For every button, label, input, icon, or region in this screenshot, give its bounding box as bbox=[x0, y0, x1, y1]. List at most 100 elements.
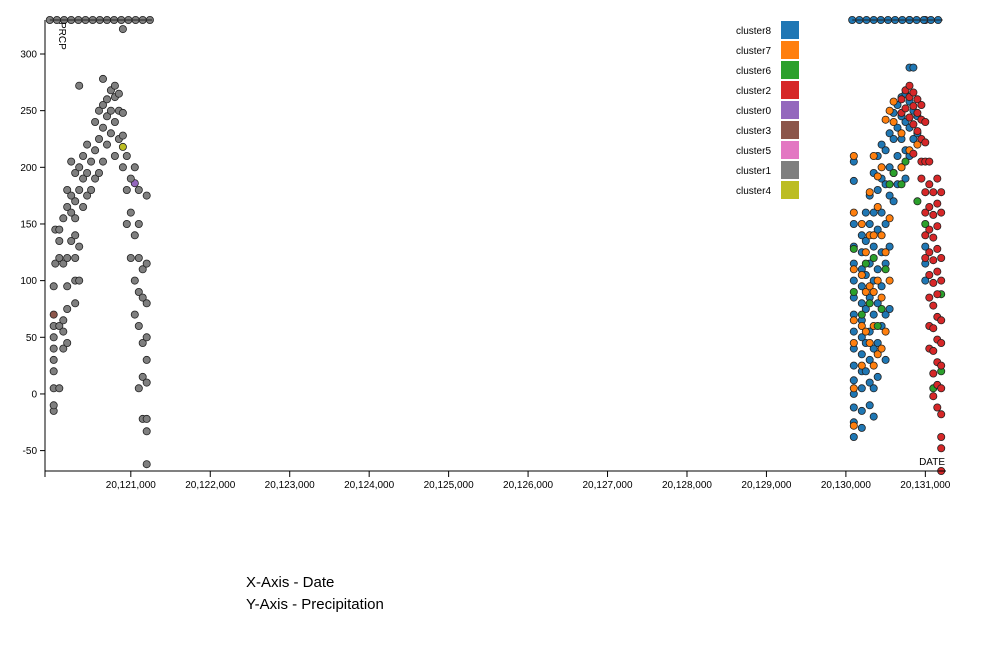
point-cluster2-29 bbox=[925, 270, 934, 279]
point-cluster1-42 bbox=[75, 81, 84, 90]
point-cluster6-0 bbox=[849, 287, 858, 296]
point-cluster2-25 bbox=[925, 180, 934, 189]
point-cluster7-32 bbox=[881, 248, 890, 257]
point-cluster1-97 bbox=[138, 265, 147, 274]
point-cluster8-50 bbox=[873, 372, 882, 381]
point-cluster2-11 bbox=[913, 108, 922, 117]
legend-label-cluster2: cluster2 bbox=[736, 86, 771, 97]
point-cluster1-44 bbox=[79, 174, 88, 183]
point-cluster2-39 bbox=[929, 324, 938, 333]
point-cluster8-66 bbox=[881, 219, 890, 228]
point-cluster8-36 bbox=[865, 355, 874, 364]
point-cluster8-2 bbox=[849, 403, 858, 412]
point-cluster2-22 bbox=[921, 231, 930, 240]
point-cluster1-16 bbox=[59, 344, 68, 353]
point-cluster6-13 bbox=[913, 197, 922, 206]
legend-label-cluster3: cluster3 bbox=[736, 126, 771, 137]
point-cluster1-52 bbox=[91, 146, 100, 155]
point-cluster8-44 bbox=[869, 344, 878, 353]
point-cluster1-29 bbox=[67, 191, 76, 200]
point-cluster1-59 bbox=[99, 101, 108, 110]
point-cluster1-63 bbox=[103, 95, 112, 104]
point-cluster8-99 bbox=[921, 242, 930, 251]
point-cluster2-38 bbox=[929, 301, 938, 310]
point-cluster1-101 bbox=[142, 378, 151, 387]
point-cluster8-40 bbox=[865, 219, 874, 228]
point-cluster8-16 bbox=[857, 423, 866, 432]
point-cluster1-11 bbox=[55, 384, 64, 393]
point-cluster8-54 bbox=[873, 225, 882, 234]
point-cluster8-70 bbox=[885, 242, 894, 251]
point-cluster1-19 bbox=[59, 259, 68, 268]
point-cluster1-37 bbox=[71, 168, 80, 177]
point-cluster1-92 bbox=[134, 219, 143, 228]
point-cluster2-17 bbox=[921, 118, 930, 127]
point-cluster2-62 bbox=[937, 410, 946, 419]
point-cluster6-1 bbox=[849, 244, 858, 253]
point-cluster8-69 bbox=[885, 304, 894, 313]
y-axis-label: PRCP bbox=[56, 22, 67, 50]
x-tick-label: 20,129,000 bbox=[741, 480, 791, 491]
point-cluster1-80 bbox=[122, 151, 131, 160]
point-cluster2-67 bbox=[917, 174, 926, 183]
legend-label-cluster8: cluster8 bbox=[736, 26, 771, 37]
point-cluster1-27 bbox=[67, 236, 76, 245]
point-cluster8-0 bbox=[849, 432, 858, 441]
point-cluster8-52 bbox=[873, 299, 882, 308]
point-cluster7-30 bbox=[877, 163, 886, 172]
point-cluster7-9 bbox=[857, 270, 866, 279]
point-cluster1-56 bbox=[95, 106, 104, 115]
point-cluster2-42 bbox=[929, 392, 938, 401]
x-tick-label: 20,131,000 bbox=[900, 480, 950, 491]
point-cluster1-74 bbox=[118, 163, 127, 172]
point-cluster2-9 bbox=[909, 120, 918, 129]
point-cluster1-41 bbox=[75, 163, 84, 172]
point-cluster1-28 bbox=[67, 208, 76, 217]
point-cluster8-74 bbox=[889, 197, 898, 206]
legend-label-cluster0: cluster0 bbox=[736, 106, 771, 117]
point-cluster1-33 bbox=[71, 253, 80, 262]
point-cluster7-42 bbox=[913, 140, 922, 149]
y-tick-label: 200 bbox=[20, 163, 37, 174]
point-cluster1-86 bbox=[130, 231, 139, 240]
point-cluster8-42 bbox=[869, 412, 878, 421]
point-cluster1-39 bbox=[75, 242, 84, 251]
point-cluster1-61 bbox=[103, 140, 112, 149]
point-cluster7-0 bbox=[849, 421, 858, 430]
point-cluster8-60 bbox=[877, 208, 886, 217]
y-tick-label: 150 bbox=[20, 219, 37, 230]
point-cluster1-82 bbox=[126, 208, 135, 217]
point-cluster2-44 bbox=[933, 199, 942, 208]
point-cluster7-25 bbox=[873, 202, 882, 211]
point-cluster7-14 bbox=[865, 338, 874, 347]
point-cluster8-64 bbox=[881, 310, 890, 319]
point-cluster1-17 bbox=[59, 327, 68, 336]
point-cluster1-102 bbox=[142, 355, 151, 364]
point-cluster1-100 bbox=[142, 427, 151, 436]
point-cluster1-88 bbox=[134, 384, 143, 393]
point-cluster1-93 bbox=[134, 185, 143, 194]
point-cluster7-20 bbox=[869, 287, 878, 296]
point-cluster2-37 bbox=[929, 278, 938, 287]
point-cluster7-34 bbox=[885, 276, 894, 285]
legend-swatch-cluster0 bbox=[781, 101, 799, 119]
point-cluster8-21 bbox=[857, 333, 866, 342]
x-tick-label: 20,126,000 bbox=[503, 480, 553, 491]
point-cluster2-64 bbox=[937, 444, 946, 453]
point-cluster8-58 bbox=[877, 282, 886, 291]
point-cluster2-34 bbox=[929, 210, 938, 219]
point-cluster8-34 bbox=[865, 401, 874, 410]
point-cluster1-75 bbox=[118, 131, 127, 140]
point-cluster8-73 bbox=[885, 129, 894, 138]
chart-marks bbox=[45, 15, 946, 475]
point-cluster1-96 bbox=[138, 293, 147, 302]
point-cluster2-40 bbox=[929, 346, 938, 355]
point-cluster8-86 bbox=[901, 174, 910, 183]
point-cluster2-56 bbox=[937, 253, 946, 262]
point-cluster7-21 bbox=[869, 231, 878, 240]
y-tick-label: 300 bbox=[20, 49, 37, 60]
point-cluster1-87 bbox=[130, 163, 139, 172]
y-tick-label: 0 bbox=[31, 389, 37, 400]
point-cluster1-12 bbox=[55, 321, 64, 330]
y-tick-label: 250 bbox=[20, 106, 37, 117]
